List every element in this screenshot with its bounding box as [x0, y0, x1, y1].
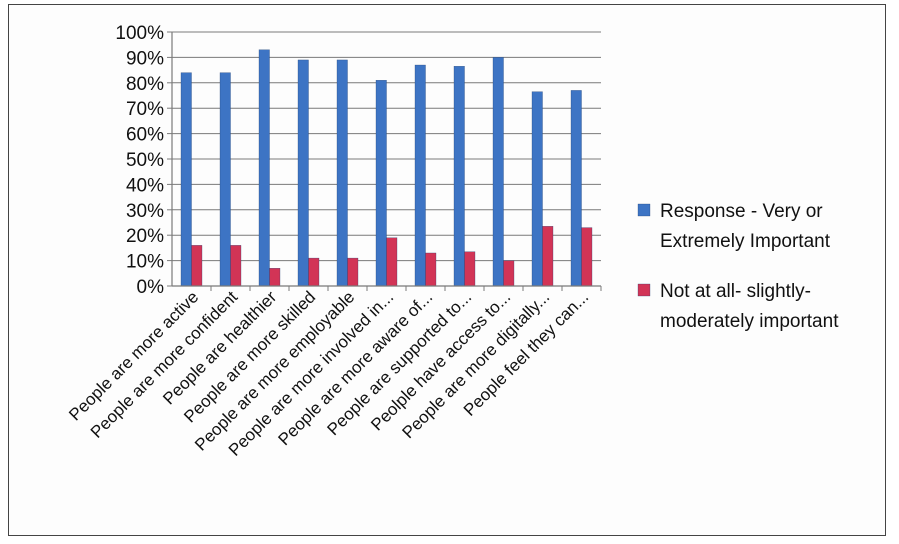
bar-very-or-extremely-important [414, 64, 426, 287]
bar-not-at-all-slightly-moderately [464, 251, 476, 287]
y-tick-label: 60% [126, 125, 164, 146]
bar-very-or-extremely-important [375, 80, 387, 287]
y-tick-label: 50% [126, 150, 164, 171]
y-axis-tick-labels: 0% 10% 20% 30% 40% 50% 60% 70% 80% 90% 100% [115, 23, 164, 298]
y-tick-label: 30% [126, 201, 164, 222]
y-tick-label: 0% [137, 277, 165, 298]
y-tick-label: 40% [126, 175, 164, 196]
bar-very-or-extremely-important [180, 72, 192, 287]
y-tick-label: 100% [115, 23, 164, 44]
gridlines [172, 31, 601, 262]
bar-not-at-all-slightly-moderately [581, 227, 593, 287]
axes [167, 31, 602, 291]
legend-label: Extremely Important [660, 231, 831, 252]
y-tick-label: 90% [126, 48, 164, 69]
bar-very-or-extremely-important [492, 57, 504, 287]
bar-not-at-all-slightly-moderately [269, 268, 281, 287]
legend: Response - Very or Extremely Important Not… [637, 201, 839, 332]
bar-very-or-extremely-important [453, 66, 465, 287]
y-tick-label: 80% [126, 74, 164, 95]
legend-label: Not at all- slightly- [660, 281, 811, 302]
bar-very-or-extremely-important [258, 49, 270, 287]
bars [180, 49, 593, 287]
bar-not-at-all-slightly-moderately [230, 245, 242, 287]
y-tick-label: 70% [126, 99, 164, 120]
legend-label: moderately important [660, 311, 839, 332]
bar-not-at-all-slightly-moderately [308, 257, 320, 287]
bar-very-or-extremely-important [336, 59, 348, 287]
bar-not-at-all-slightly-moderately [503, 260, 515, 287]
bar-not-at-all-slightly-moderately [386, 237, 398, 287]
bar-very-or-extremely-important [219, 72, 231, 287]
legend-swatch [637, 203, 651, 217]
bar-very-or-extremely-important [531, 91, 543, 287]
bar-not-at-all-slightly-moderately [425, 252, 437, 287]
legend-swatch [637, 283, 651, 297]
bar-not-at-all-slightly-moderately [347, 257, 359, 287]
chart-frame [8, 4, 886, 536]
y-tick-label: 20% [126, 226, 164, 247]
legend-label: Response - Very or [660, 201, 823, 222]
y-tick-label: 10% [126, 252, 164, 273]
bar-very-or-extremely-important [297, 59, 309, 287]
bar-not-at-all-slightly-moderately [191, 245, 203, 287]
bar-very-or-extremely-important [570, 90, 582, 287]
bar-not-at-all-slightly-moderately [542, 226, 554, 287]
